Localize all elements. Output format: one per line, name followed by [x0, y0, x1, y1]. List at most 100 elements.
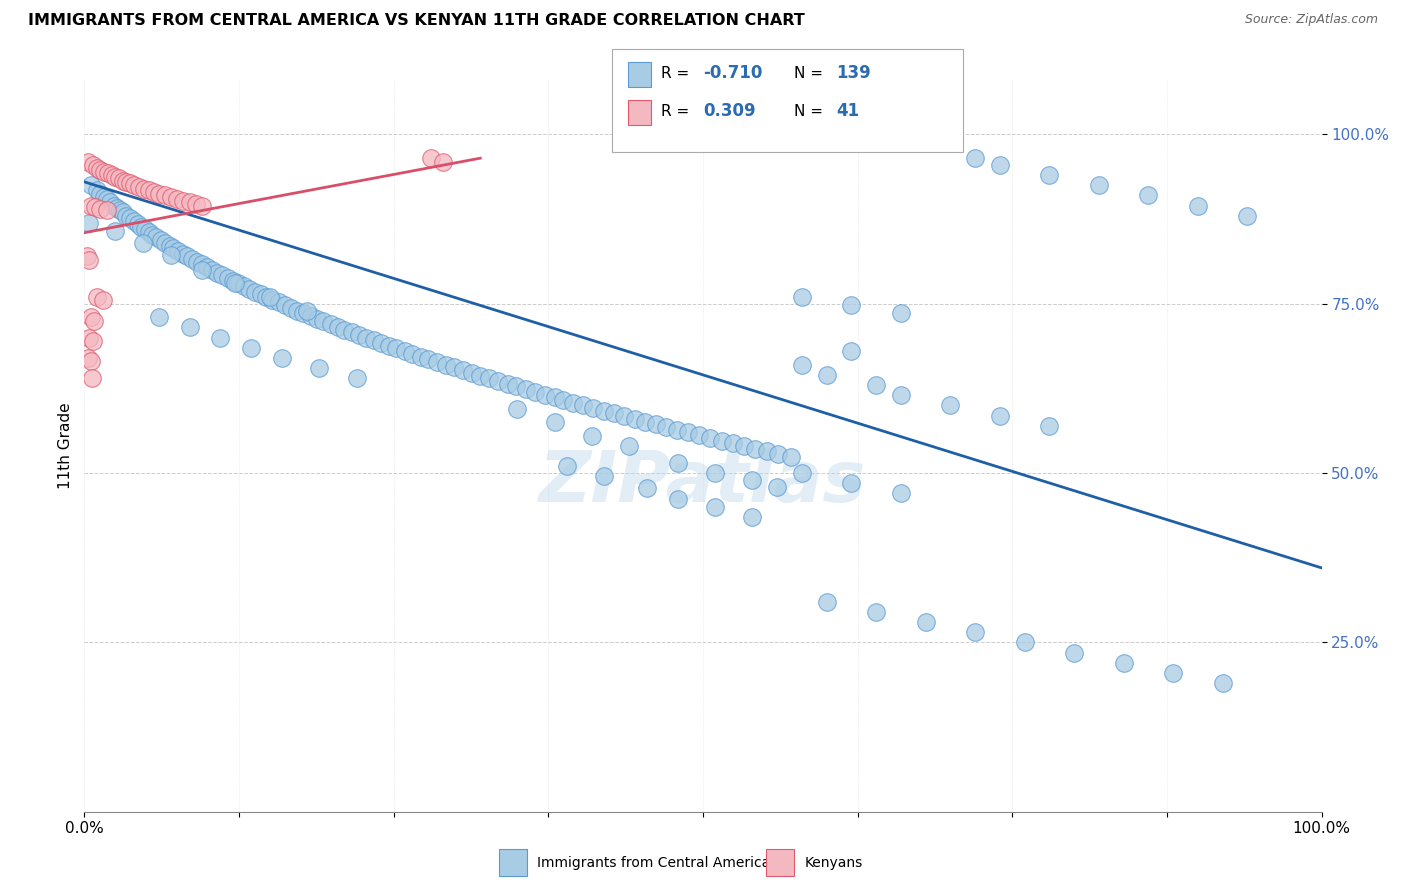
Point — [211, 268, 233, 283]
Point — [226, 277, 249, 291]
Point — [581, 429, 603, 443]
Point — [160, 248, 183, 262]
Text: -0.710: -0.710 — [703, 64, 762, 82]
Text: Source: ZipAtlas.com: Source: ZipAtlas.com — [1244, 13, 1378, 27]
Point — [179, 320, 201, 334]
Point — [965, 151, 987, 165]
Point — [148, 187, 170, 202]
Point — [179, 195, 201, 210]
Point — [84, 200, 107, 214]
Point — [162, 241, 184, 255]
Point — [1088, 178, 1111, 193]
Point — [83, 314, 105, 328]
Text: 0.309: 0.309 — [703, 103, 755, 120]
Point — [128, 179, 150, 194]
Text: 139: 139 — [837, 64, 872, 82]
Point — [370, 336, 392, 351]
Point — [77, 351, 100, 365]
Point — [280, 301, 302, 315]
Point — [201, 263, 224, 277]
Point — [721, 436, 744, 450]
Point — [478, 371, 501, 385]
Point — [385, 342, 408, 356]
Point — [195, 260, 218, 275]
Point — [645, 417, 668, 432]
Point — [815, 368, 838, 382]
Point — [841, 476, 863, 491]
Point — [347, 327, 370, 342]
Point — [841, 298, 863, 312]
Point — [505, 379, 527, 393]
Point — [419, 151, 441, 165]
Point — [1212, 676, 1234, 690]
Point — [460, 366, 482, 380]
Point — [704, 500, 727, 514]
Point — [890, 486, 912, 500]
Point — [496, 376, 519, 391]
Point — [741, 510, 763, 524]
Point — [100, 168, 122, 182]
Point — [222, 274, 245, 288]
Point — [132, 181, 155, 195]
Point — [418, 352, 440, 367]
Text: R =: R = — [661, 104, 695, 119]
Point — [115, 209, 138, 223]
Point — [914, 615, 936, 629]
Point — [172, 194, 194, 208]
Point — [326, 319, 349, 334]
Point — [340, 325, 363, 339]
Point — [267, 295, 290, 310]
Text: ZIPatlas: ZIPatlas — [540, 448, 866, 517]
Point — [104, 224, 127, 238]
Point — [655, 420, 678, 434]
Point — [285, 303, 308, 318]
Point — [217, 271, 239, 285]
Point — [120, 176, 142, 190]
Point — [666, 456, 689, 470]
Point — [167, 244, 190, 258]
Point — [841, 344, 863, 359]
Point — [172, 246, 194, 260]
Text: Kenyans: Kenyans — [804, 855, 862, 870]
Point — [394, 344, 416, 359]
Point — [122, 214, 145, 228]
Point — [515, 382, 537, 396]
Point — [865, 378, 887, 392]
Point — [401, 347, 423, 361]
Point — [105, 201, 128, 215]
Point — [790, 290, 813, 304]
Point — [103, 198, 125, 212]
Point — [166, 192, 188, 206]
Point — [1161, 665, 1184, 680]
Point — [666, 423, 689, 437]
Point — [333, 322, 356, 336]
Point — [890, 388, 912, 402]
Point — [710, 434, 733, 448]
Point — [299, 309, 322, 323]
Point — [93, 165, 115, 179]
Point — [636, 481, 658, 495]
Point — [1014, 635, 1036, 649]
Point — [148, 310, 170, 325]
Point — [319, 317, 342, 331]
Point — [131, 235, 153, 250]
Point — [1187, 198, 1209, 212]
Point — [79, 354, 101, 368]
Point — [82, 158, 104, 172]
Point — [741, 473, 763, 487]
Point — [141, 227, 163, 242]
Point — [142, 185, 165, 199]
Point — [79, 331, 101, 345]
Y-axis label: 11th Grade: 11th Grade — [58, 402, 73, 490]
Point — [209, 331, 232, 345]
Point — [790, 466, 813, 480]
Point — [160, 190, 183, 204]
Point — [562, 395, 585, 409]
Point — [543, 390, 565, 404]
Point — [1112, 656, 1135, 670]
Point — [593, 469, 616, 483]
Point — [110, 203, 132, 218]
Text: Immigrants from Central America: Immigrants from Central America — [537, 855, 770, 870]
Point — [224, 277, 246, 291]
Point — [704, 466, 727, 480]
